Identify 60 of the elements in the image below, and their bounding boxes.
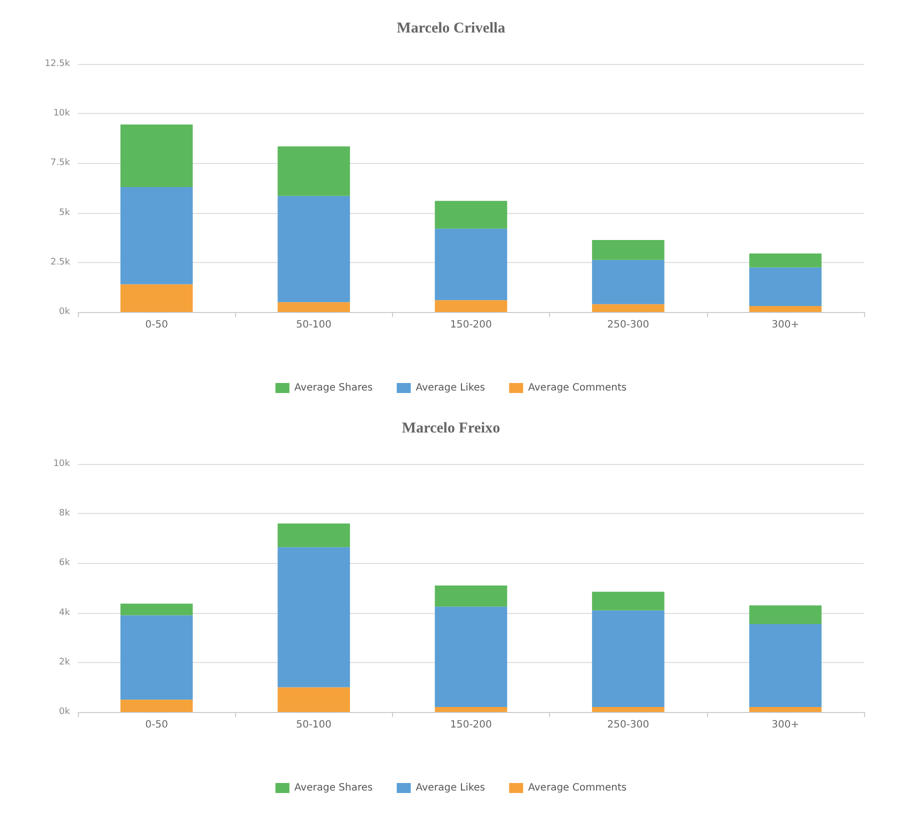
bar [278, 196, 350, 302]
bar [434, 586, 508, 607]
bar [592, 610, 664, 708]
bar [278, 524, 350, 548]
bar [592, 592, 664, 610]
bar [749, 253, 822, 268]
bar [120, 124, 193, 188]
legend-label: Average Shares [294, 382, 373, 394]
x-tick-label: 300+ [772, 720, 800, 730]
bar [592, 707, 664, 712]
bar [434, 707, 508, 712]
bar [278, 146, 350, 196]
y-tick-label: 0k [59, 307, 71, 317]
legend-label: Average Shares [294, 782, 373, 794]
legend-label: Average Likes [416, 382, 486, 394]
bar [120, 615, 193, 700]
bar [120, 700, 193, 712]
legend-label: Average Comments [528, 782, 627, 794]
x-tick-label: 0-50 [145, 320, 168, 330]
bar [592, 304, 664, 312]
bar [434, 228, 508, 300]
chart-title: Marcelo Freixo [402, 420, 500, 436]
bar [592, 260, 664, 304]
bar [749, 707, 822, 712]
x-tick-label: 150-200 [450, 720, 492, 730]
x-tick-label: 50-100 [296, 320, 332, 330]
x-tick-label: 250-300 [607, 320, 650, 330]
chart-title: Marcelo Crivella [396, 20, 506, 36]
y-tick-label: 4k [59, 608, 71, 618]
y-tick-label: 7.5k [50, 158, 71, 168]
bar [434, 606, 508, 708]
y-tick-label: 5k [59, 208, 71, 218]
y-tick-label: 8k [59, 508, 71, 519]
y-tick-label: 0k [59, 707, 71, 717]
bar [434, 300, 508, 312]
x-tick-label: 0-50 [145, 720, 168, 730]
bar [749, 624, 822, 708]
y-tick-label: 12.5k [44, 59, 71, 69]
x-tick-label: 150-200 [450, 320, 492, 330]
legend-label: Average Comments [528, 382, 627, 394]
x-tick-label: 50-100 [296, 720, 332, 730]
bar [749, 306, 822, 312]
legend-label: Average Likes [416, 782, 486, 794]
y-tick-label: 6k [59, 558, 71, 568]
y-tick-label: 2.5k [50, 257, 71, 268]
bar [278, 547, 350, 688]
x-tick-label: 300+ [772, 320, 800, 330]
bar [592, 240, 664, 260]
bar [278, 302, 350, 312]
bar [278, 687, 350, 712]
y-tick-label: 10k [53, 459, 71, 469]
y-tick-label: 10k [53, 108, 71, 119]
y-tick-label: 2k [59, 657, 71, 668]
x-tick-label: 250-300 [607, 720, 650, 730]
bar [749, 605, 822, 624]
bar [120, 284, 193, 312]
bar [749, 267, 822, 306]
bar [434, 200, 508, 229]
bar [120, 604, 193, 616]
bar [120, 187, 193, 284]
